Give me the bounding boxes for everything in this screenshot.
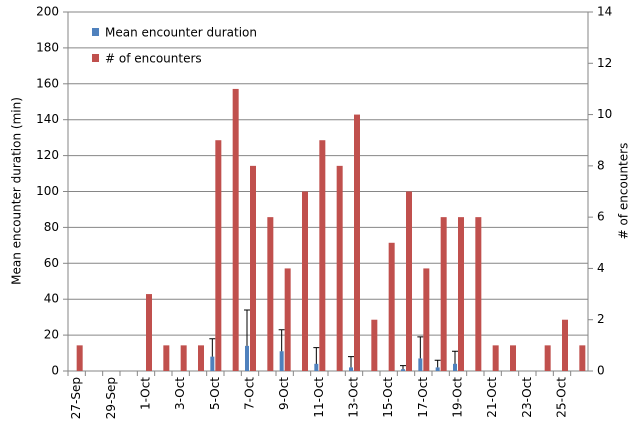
bar <box>371 319 378 371</box>
bar <box>510 345 516 371</box>
x-tick-label: 11-Oct <box>312 377 326 418</box>
bar <box>458 217 464 371</box>
y-tick-label: 120 <box>36 148 59 162</box>
bar <box>180 345 187 371</box>
x-tick-label: 9-Oct <box>277 377 291 410</box>
error-bar <box>278 329 285 352</box>
error-bar <box>209 338 216 357</box>
bar <box>232 88 239 371</box>
y-tick-label: 60 <box>44 256 59 270</box>
x-tick-label: 29-Sep <box>104 377 118 419</box>
bar <box>146 294 152 371</box>
bar <box>349 367 353 371</box>
bar <box>314 363 319 371</box>
bar <box>562 319 568 371</box>
y2-tick-label: 2 <box>597 312 605 326</box>
bar <box>475 217 482 371</box>
y2-tick-label: 12 <box>597 56 612 70</box>
bar <box>440 217 447 371</box>
x-tick-label: 23-Oct <box>520 377 534 418</box>
x-tick-label: 19-Oct <box>451 377 465 418</box>
y-tick-label: 180 <box>36 40 59 54</box>
bar <box>579 345 586 371</box>
x-tick-label: 25-Oct <box>555 377 569 418</box>
bar <box>279 351 284 371</box>
bar <box>435 367 440 371</box>
bar <box>267 217 274 371</box>
bar <box>198 345 204 371</box>
error-bar <box>348 356 354 368</box>
y2-tick-label: 8 <box>597 158 605 172</box>
error-bar <box>417 336 424 359</box>
bar <box>319 140 326 371</box>
error-bar <box>452 350 458 364</box>
x-tick-label: 27-Sep <box>69 377 83 419</box>
x-tick-label: 7-Oct <box>243 377 257 410</box>
legend-label: Mean encounter duration <box>105 26 257 40</box>
error-bar <box>400 365 406 370</box>
bar <box>76 345 83 371</box>
bar <box>336 165 343 371</box>
bar <box>453 363 457 371</box>
y-tick-label: 160 <box>36 76 59 90</box>
x-tick-label: 15-Oct <box>381 377 395 418</box>
y-tick-label: 40 <box>44 292 59 306</box>
bar <box>250 165 256 371</box>
x-tick-label: 5-Oct <box>208 377 222 410</box>
x-tick-label: 1-Oct <box>139 377 153 410</box>
bar <box>544 345 551 371</box>
y2-tick-label: 14 <box>597 5 612 19</box>
y-tick-label: 80 <box>44 220 59 234</box>
error-bar <box>244 309 250 346</box>
y-axis-label: Mean encounter duration (min) <box>10 97 24 285</box>
legend-swatch <box>92 28 99 36</box>
error-bar <box>313 347 320 364</box>
legend-label: # of encounters <box>105 52 202 66</box>
bar <box>245 345 249 371</box>
y-tick-label: 140 <box>36 112 59 126</box>
bar <box>354 114 360 372</box>
y-tick-label: 200 <box>36 5 59 19</box>
bar <box>418 358 423 371</box>
bar <box>284 268 291 371</box>
y2-tick-label: 6 <box>597 210 605 224</box>
bar <box>423 268 430 371</box>
bar <box>388 242 395 371</box>
x-tick-label: 21-Oct <box>485 377 499 418</box>
bar <box>215 140 222 371</box>
y2-axis-label: # of encounters <box>617 143 631 240</box>
y-tick-label: 100 <box>36 184 59 198</box>
bar <box>210 356 215 371</box>
y-tick-label: 20 <box>44 328 59 342</box>
x-tick-label: 13-Oct <box>347 377 361 418</box>
y2-tick-label: 4 <box>597 261 605 275</box>
bar <box>401 369 405 371</box>
legend-swatch <box>92 54 99 62</box>
y2-tick-label: 0 <box>597 364 605 378</box>
bar <box>406 191 412 371</box>
error-bar <box>434 359 441 368</box>
x-tick-label: 17-Oct <box>416 377 430 418</box>
bar <box>302 191 308 371</box>
bar <box>163 345 170 371</box>
bar <box>492 345 499 371</box>
y-tick-label: 0 <box>51 364 59 378</box>
y2-tick-label: 10 <box>597 107 612 121</box>
x-tick-label: 3-Oct <box>173 377 187 410</box>
